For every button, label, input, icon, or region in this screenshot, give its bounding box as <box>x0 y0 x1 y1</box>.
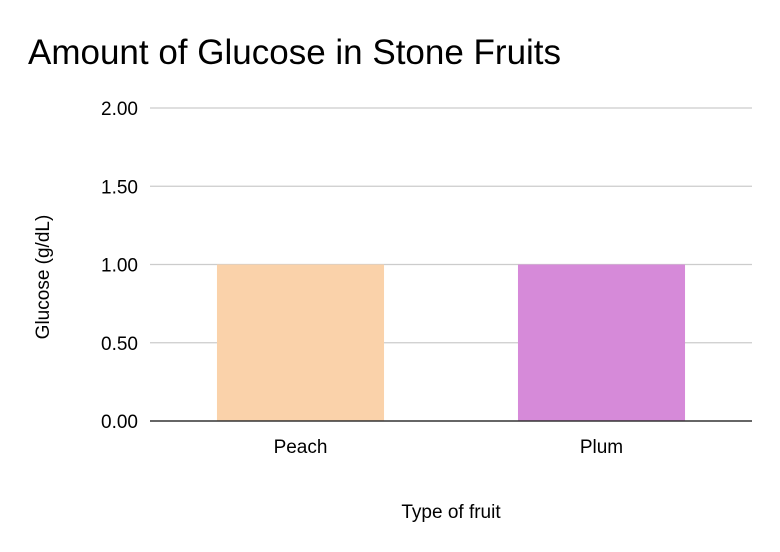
y-tick-label: 0.00 <box>101 412 138 433</box>
y-axis-ticks: 0.00 0.50 1.00 1.50 2.00 <box>101 99 138 433</box>
bars <box>216 264 686 421</box>
x-axis-title: Type of fruit <box>401 502 501 523</box>
bar-peach <box>216 264 385 421</box>
y-tick-label: 0.50 <box>101 334 138 355</box>
x-tick-label: Peach <box>274 437 328 458</box>
bar-plum <box>517 264 686 421</box>
x-tick-label: Plum <box>580 437 623 458</box>
y-tick-label: 2.00 <box>101 99 138 120</box>
y-axis-title: Glucose (g/dL) <box>33 215 54 340</box>
chart-title: Amount of Glucose in Stone Fruits <box>28 33 561 72</box>
x-axis-ticks: Peach Plum <box>274 437 624 458</box>
y-tick-label: 1.50 <box>101 177 138 198</box>
y-tick-label: 1.00 <box>101 256 138 277</box>
